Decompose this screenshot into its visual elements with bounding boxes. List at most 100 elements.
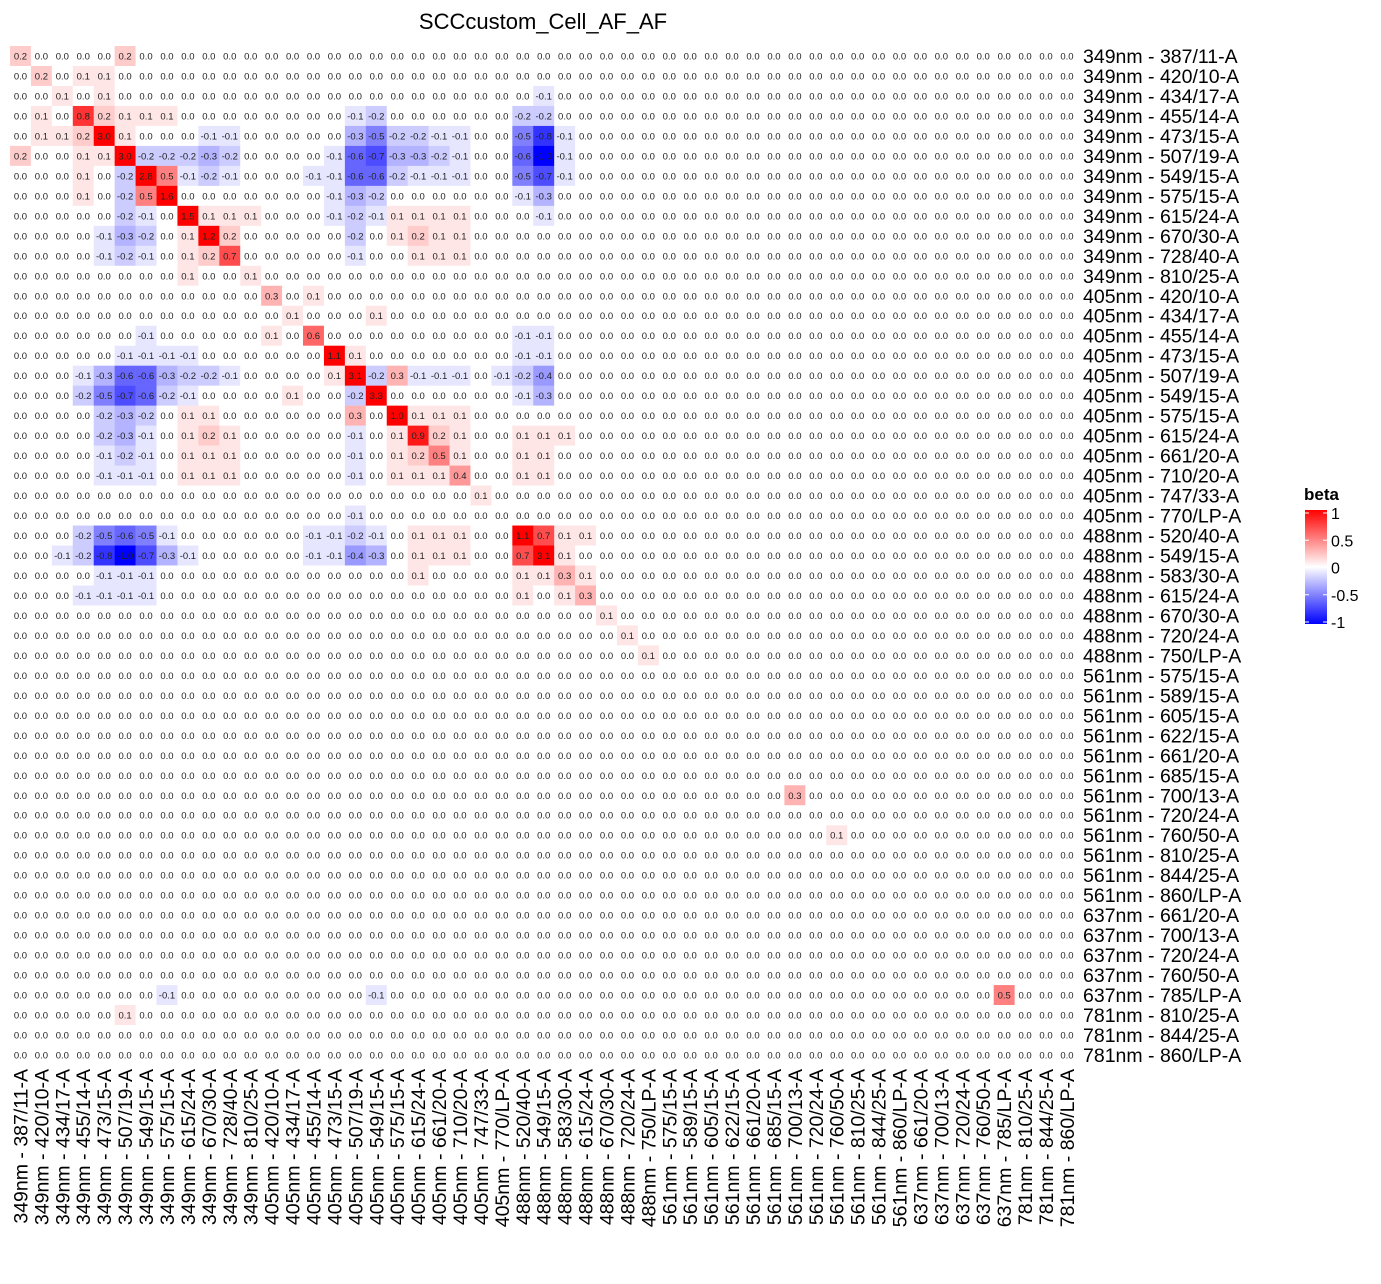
cell-value-label: 0.0 xyxy=(558,91,571,102)
cell-value-label: 0.0 xyxy=(412,851,425,862)
cell-value-label: 0.0 xyxy=(642,511,655,522)
cell-value-label: 0.0 xyxy=(663,731,676,742)
cell-value-label: -0.1 xyxy=(347,471,363,482)
cell-value-label: -0.2 xyxy=(75,391,91,402)
cell-value-label: 0.0 xyxy=(77,471,90,482)
cell-value-label: 0.0 xyxy=(956,131,969,142)
cell-value-label: 0.0 xyxy=(307,231,320,242)
cell-value-label: 0.0 xyxy=(998,871,1011,882)
cell-value-label: 0.0 xyxy=(935,571,948,582)
cell-value-label: 0.0 xyxy=(705,331,718,342)
cell-value-label: 0.0 xyxy=(453,511,466,522)
cell-value-label: 0.0 xyxy=(558,951,571,962)
cell-value-label: 0.0 xyxy=(474,251,487,262)
cell-value-label: 0.0 xyxy=(746,211,759,222)
cell-value-label: 0.0 xyxy=(1039,691,1052,702)
cell-value-label: 0.0 xyxy=(56,71,69,82)
cell-value-label: 0.0 xyxy=(391,651,404,662)
cell-value-label: 0.0 xyxy=(349,611,362,622)
cell-value-label: 0.0 xyxy=(265,411,278,422)
cell-value-label: 0.0 xyxy=(286,771,299,782)
cell-value-label: 0.0 xyxy=(788,271,801,282)
cell-value-label: 0.0 xyxy=(537,811,550,822)
heatmap-cell xyxy=(679,85,701,107)
cell-value-label: 0.0 xyxy=(642,991,655,1002)
cell-value-label: 0.0 xyxy=(474,411,487,422)
cell-value-label: 0.0 xyxy=(56,171,69,182)
cell-value-label: 0.0 xyxy=(725,931,738,942)
cell-value-label: 0.0 xyxy=(495,831,508,842)
cell-value-label: 0.0 xyxy=(119,71,132,82)
cell-value-label: 0.0 xyxy=(663,971,676,982)
cell-value-label: 0.0 xyxy=(767,951,780,962)
cell-value-label: 0.0 xyxy=(851,831,864,842)
cell-value-label: 0.0 xyxy=(642,911,655,922)
cell-value-label: 0.0 xyxy=(244,291,257,302)
cell-value-label: 0.0 xyxy=(474,371,487,382)
cell-value-label: 0.1 xyxy=(223,211,236,222)
cell-value-label: 0.0 xyxy=(684,911,697,922)
cell-value-label: 0.0 xyxy=(516,791,529,802)
cell-value-label: 0.0 xyxy=(370,711,383,722)
cell-value-label: 0.0 xyxy=(432,771,445,782)
cell-value-label: 0.0 xyxy=(642,131,655,142)
cell-value-label: 0.0 xyxy=(56,431,69,442)
cell-value-label: 0.0 xyxy=(998,471,1011,482)
cell-value-label: 0.1 xyxy=(77,71,90,82)
cell-value-label: 0.0 xyxy=(998,631,1011,642)
cell-value-label: 0.3 xyxy=(558,571,571,582)
cell-value-label: 0.0 xyxy=(412,831,425,842)
cell-value-label: 0.0 xyxy=(788,111,801,122)
cell-value-label: 0.1 xyxy=(412,571,425,582)
cell-value-label: 0.0 xyxy=(663,371,676,382)
cell-value-label: 0.1 xyxy=(286,391,299,402)
cell-value-label: 0.0 xyxy=(788,311,801,322)
cell-value-label: 0.0 xyxy=(642,451,655,462)
cell-value-label: 0.0 xyxy=(328,611,341,622)
cell-value-label: 0.0 xyxy=(956,411,969,422)
cell-value-label: 0.0 xyxy=(1018,351,1031,362)
cell-value-label: 0.0 xyxy=(642,171,655,182)
cell-value-label: 0.0 xyxy=(474,91,487,102)
cell-value-label: 0.0 xyxy=(35,771,48,782)
cell-value-label: 0.0 xyxy=(579,331,592,342)
cell-value-label: 0.0 xyxy=(286,891,299,902)
cell-value-label: 0.0 xyxy=(830,351,843,362)
cell-value-label: 0.0 xyxy=(286,211,299,222)
heatmap-cell xyxy=(575,65,597,87)
cell-value-label: 0.0 xyxy=(1060,151,1073,162)
cell-value-label: 0.0 xyxy=(663,111,676,122)
cell-value-label: 0.0 xyxy=(558,331,571,342)
cell-value-label: 0.0 xyxy=(35,671,48,682)
cell-value-label: 0.0 xyxy=(725,171,738,182)
cell-value-label: 0.0 xyxy=(495,311,508,322)
heatmap-cell xyxy=(135,65,157,87)
cell-value-label: 0.0 xyxy=(872,491,885,502)
cell-value-label: 0.0 xyxy=(244,891,257,902)
cell-value-label: 0.0 xyxy=(914,171,927,182)
cell-value-label: 0.0 xyxy=(14,391,27,402)
cell-value-label: 0.0 xyxy=(56,751,69,762)
cell-value-label: 0.0 xyxy=(349,671,362,682)
cell-value-label: 0.0 xyxy=(537,71,550,82)
cell-value-label: 0.0 xyxy=(160,831,173,842)
cell-value-label: 0.0 xyxy=(202,931,215,942)
cell-value-label: 0.0 xyxy=(35,471,48,482)
cell-value-label: 0.0 xyxy=(830,811,843,822)
cell-value-label: -0.6 xyxy=(515,151,531,162)
cell-value-label: 0.0 xyxy=(370,951,383,962)
cell-value-label: 0.1 xyxy=(391,451,404,462)
cell-value-label: -0.2 xyxy=(138,231,154,242)
cell-value-label: 0.0 xyxy=(851,71,864,82)
heatmap-cell xyxy=(240,65,262,87)
cell-value-label: 0.1 xyxy=(223,471,236,482)
cell-value-label: 0.1 xyxy=(453,431,466,442)
cell-value-label: 0.0 xyxy=(788,751,801,762)
cell-value-label: 0.0 xyxy=(328,811,341,822)
cell-value-label: 0.0 xyxy=(893,771,906,782)
cell-value-label: 0.1 xyxy=(537,471,550,482)
cell-value-label: 0.0 xyxy=(181,611,194,622)
cell-value-label: -0.3 xyxy=(536,391,552,402)
cell-value-label: 0.0 xyxy=(265,731,278,742)
cell-value-label: 0.0 xyxy=(370,291,383,302)
